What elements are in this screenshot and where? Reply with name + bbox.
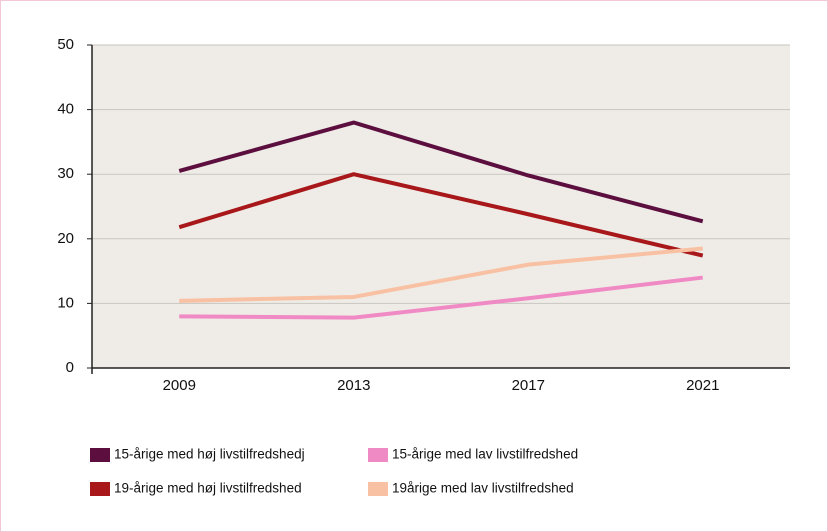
y-tick-label: 20 [57,230,74,247]
legend-swatch [90,482,110,496]
legend-label: 15-årige med lav livstilfredshed [392,447,578,462]
series-line [179,246,703,303]
legend-swatch [368,482,388,496]
series-line [178,120,704,224]
y-tick-label: 50 [57,36,74,53]
y-tick-label: 0 [66,359,74,376]
x-tick-label: 2013 [337,377,370,394]
x-tick-label: 2009 [163,377,196,394]
plot-area [92,45,790,368]
legend-label: 19årige med lav livstilfredshed [392,481,574,496]
x-tick-label: 2021 [686,377,719,394]
legend-label: 15-årige med høj livstilfredshedj [114,447,305,462]
legend-swatch [90,448,110,462]
x-tick-label: 2017 [512,377,545,394]
legend-label: 19-årige med høj livstilfredshed [114,481,302,496]
series-line [178,172,704,258]
legend-swatch [368,448,388,462]
y-tick-label: 40 [57,101,74,118]
y-tick-label: 30 [57,165,74,182]
y-tick-label: 10 [57,294,74,311]
series-line [179,275,703,320]
